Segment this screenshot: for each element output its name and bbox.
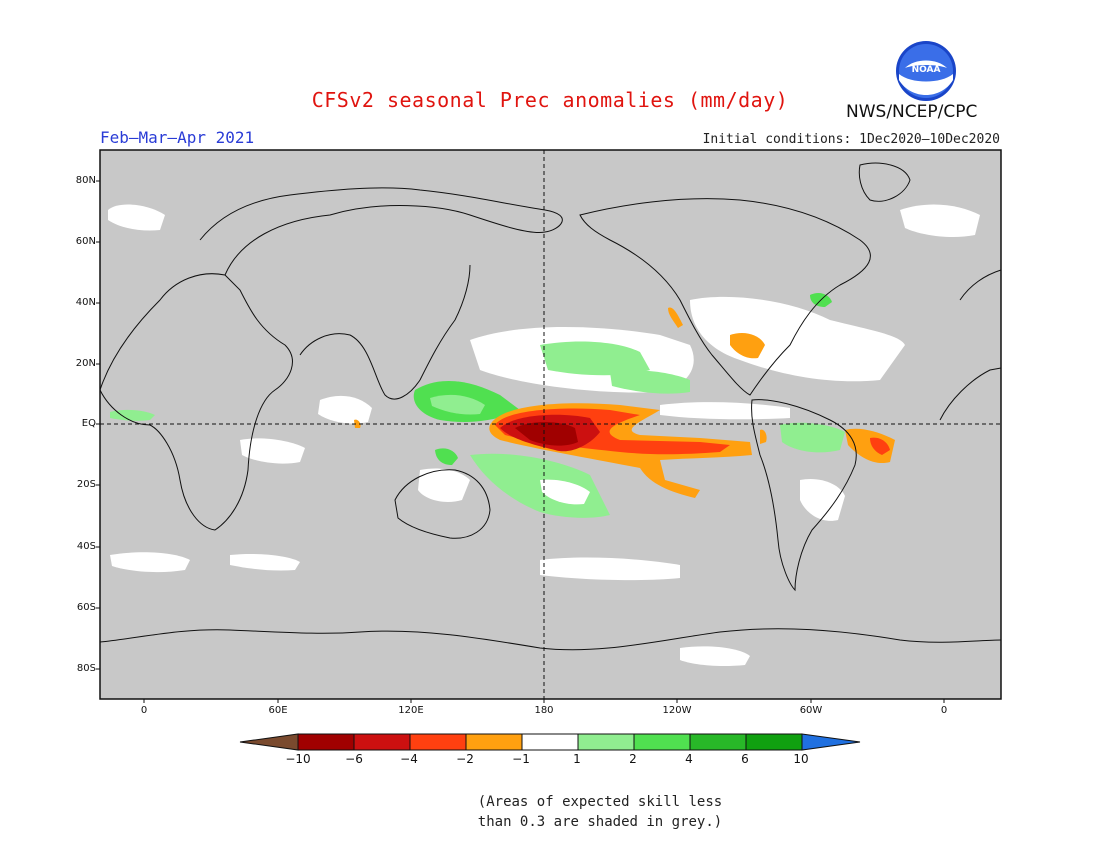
lat-label-40s: 40S — [76, 541, 96, 552]
colorbar-label-minus-6: −6 — [345, 752, 363, 766]
axis-ticks — [96, 180, 945, 703]
colorbar-label-minus-4: −4 — [400, 752, 418, 766]
lon-label-60w: 60W — [799, 705, 823, 716]
lat-label-20s: 20S — [76, 479, 96, 490]
colorbar-label-4: 4 — [685, 752, 693, 766]
lat-label-80n: 80N — [75, 175, 96, 186]
coastlines — [99, 162, 1002, 651]
colorbar-label-minus-2: −2 — [456, 752, 474, 766]
lon-label-120e: 120E — [398, 705, 424, 716]
skill-note-line-1: (Areas of expected skill less — [477, 794, 723, 810]
chart-title: CFSv2 seasonal Prec anomalies (mm/day) — [311, 88, 789, 112]
logo-text: NOAA — [912, 65, 941, 75]
colorbar-label-6: 6 — [741, 752, 749, 766]
noaa-logo: NOAA — [896, 41, 956, 101]
colorbar-label-10: 10 — [793, 752, 809, 766]
lat-label-eq: EQ — [81, 418, 96, 429]
colorbar-label-minus-10: −10 — [285, 752, 311, 766]
lat-label-80s: 80S — [76, 663, 96, 674]
skill-note-line-2: than 0.3 are shaded in grey.) — [477, 814, 723, 830]
initial-conditions-label: Initial conditions: 1Dec2020–10Dec2020 — [702, 132, 1000, 147]
dry-anomaly-regions — [354, 307, 895, 498]
lat-label-40n: 40N — [75, 297, 96, 308]
lon-label-60e: 60E — [268, 705, 288, 716]
lon-label-0-west: 0 — [140, 705, 148, 716]
lon-label-180: 180 — [534, 705, 554, 716]
period-label: Feb–Mar–Apr 2021 — [100, 128, 255, 147]
lat-label-60n: 60N — [75, 236, 96, 247]
lon-label-120w: 120W — [662, 705, 692, 716]
lat-label-60s: 60S — [76, 602, 96, 613]
organization-label: NWS/NCEP/CPC — [846, 102, 978, 122]
lon-label-0-east: 0 — [940, 705, 948, 716]
colorbar-label-2: 2 — [629, 752, 637, 766]
colorbar-label-1: 1 — [573, 752, 581, 766]
lat-label-20n: 20N — [75, 358, 96, 369]
skill-note: (Areas of expected skill less than 0.3 a… — [450, 792, 750, 832]
colorbar-label-minus-1: −1 — [512, 752, 530, 766]
wet-anomaly-regions — [110, 292, 845, 518]
